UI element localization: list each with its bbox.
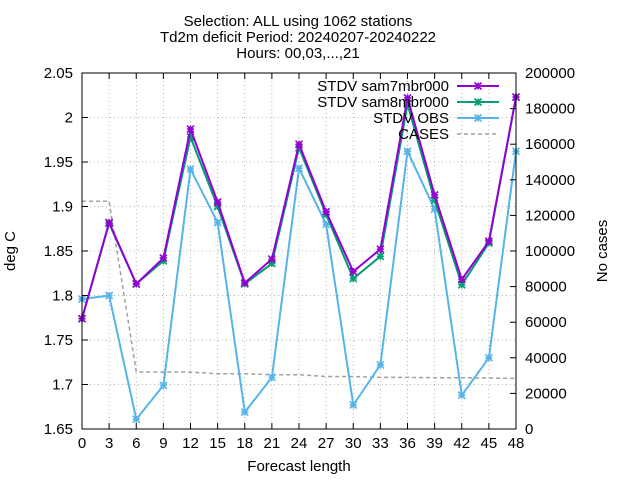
series-line [82,200,517,380]
y2-tick-label: 120000 [525,207,575,224]
data-point [430,190,439,199]
x-tick-label: 30 [345,435,362,452]
y-axis-label: deg C [2,231,19,271]
data-point [322,220,331,229]
y2-tick-label: 140000 [525,172,575,189]
y2-tick-label: 160000 [525,136,575,153]
legend-label: CASES [398,126,449,143]
data-point [294,164,304,173]
data-point [132,415,141,424]
data-point [430,205,439,214]
data-point [403,93,412,102]
data-point [186,165,195,174]
y-tick-label: 1.9 [52,199,73,216]
legend-label: STDV OBS [373,110,449,127]
data-point [457,391,466,400]
data-point [322,207,331,216]
data-point [457,275,466,284]
x-tick-label: 21 [264,435,281,452]
data-point [430,196,439,205]
y2-tick-label: 100000 [525,243,575,260]
x-axis-label: Forecast length [247,458,350,475]
axis-ticks: 0 3 6 9 12 15 18 21 24 27 30 33 36 39 42 45 481.651.71.7… [44,65,575,452]
series-cases [82,200,517,380]
data-point [403,147,412,156]
data-point [294,140,304,149]
y2-tick-label: 180000 [525,101,575,118]
y2-tick-label: 60000 [525,314,567,331]
x-tick-label: 48 [508,435,525,452]
data-point [186,133,195,142]
data-point [267,259,276,268]
data-point [403,100,412,109]
data-point [132,279,141,288]
data-point [349,267,358,276]
y2-tick-label: 200000 [525,65,575,82]
x-tick-label: 15 [209,435,226,452]
series-stdv-sam7mbr000 [77,92,521,323]
x-tick-label: 3 [105,435,113,452]
y-tick-label: 1.7 [52,377,73,394]
y2-axis-label: No cases [594,220,611,283]
x-tick-label: 18 [236,435,253,452]
x-tick-label: 12 [182,435,199,452]
data-point [376,252,385,261]
data-point [159,381,168,390]
x-tick-label: 6 [132,435,140,452]
y-tick-label: 1.85 [44,243,73,260]
title-line: Hours: 00,03,...,21 [236,45,359,62]
data-point [186,125,195,134]
x-tick-label: 27 [318,435,335,452]
data-point [457,280,466,289]
y2-tick-label: 80000 [525,279,567,296]
data-point [484,237,493,246]
data-point [349,400,358,410]
y-tick-label: 1.95 [44,154,73,171]
data-point [376,360,385,369]
y-tick-label: 2 [65,110,73,127]
legend-marker [473,113,483,123]
x-tick-label: 42 [453,435,470,452]
y-tick-label: 1.65 [44,421,73,438]
y-tick-label: 2.05 [44,65,73,82]
title-line: Selection: ALL using 1062 stations [184,13,413,30]
y2-tick-label: 40000 [525,350,567,367]
data-point [159,254,168,263]
data-point [376,245,385,254]
y2-tick-label: 20000 [525,385,567,402]
data-point [105,291,114,300]
data-point [484,353,493,362]
x-tick-label: 0 [78,435,86,452]
x-tick-label: 36 [399,435,416,452]
y-tick-label: 1.75 [44,332,73,349]
data-point [240,408,249,417]
legend-label: STDV sam7mbr000 [317,78,449,95]
data-point [267,254,276,264]
data-point [213,197,222,207]
data-point [213,202,222,211]
series-layer [77,92,521,424]
data-point [105,218,114,227]
x-tick-label: 24 [291,435,308,452]
data-point [267,373,276,382]
x-tick-label: 33 [372,435,389,452]
x-tick-label: 39 [426,435,443,452]
data-point [213,218,222,227]
series-stdv-sam8mbr000 [77,92,521,323]
title-line: Td2m deficit Period: 20240207-20240222 [160,29,436,46]
y-tick-label: 1.8 [52,288,73,305]
y2-tick-label: 0 [525,421,533,438]
data-point [240,278,249,288]
legend-marker [473,81,483,91]
data-point [349,274,358,283]
legend-marker [473,97,483,107]
legend-label: STDV sam8mbr000 [317,94,449,111]
x-tick-label: 45 [481,435,498,452]
x-tick-label: 9 [159,435,167,452]
